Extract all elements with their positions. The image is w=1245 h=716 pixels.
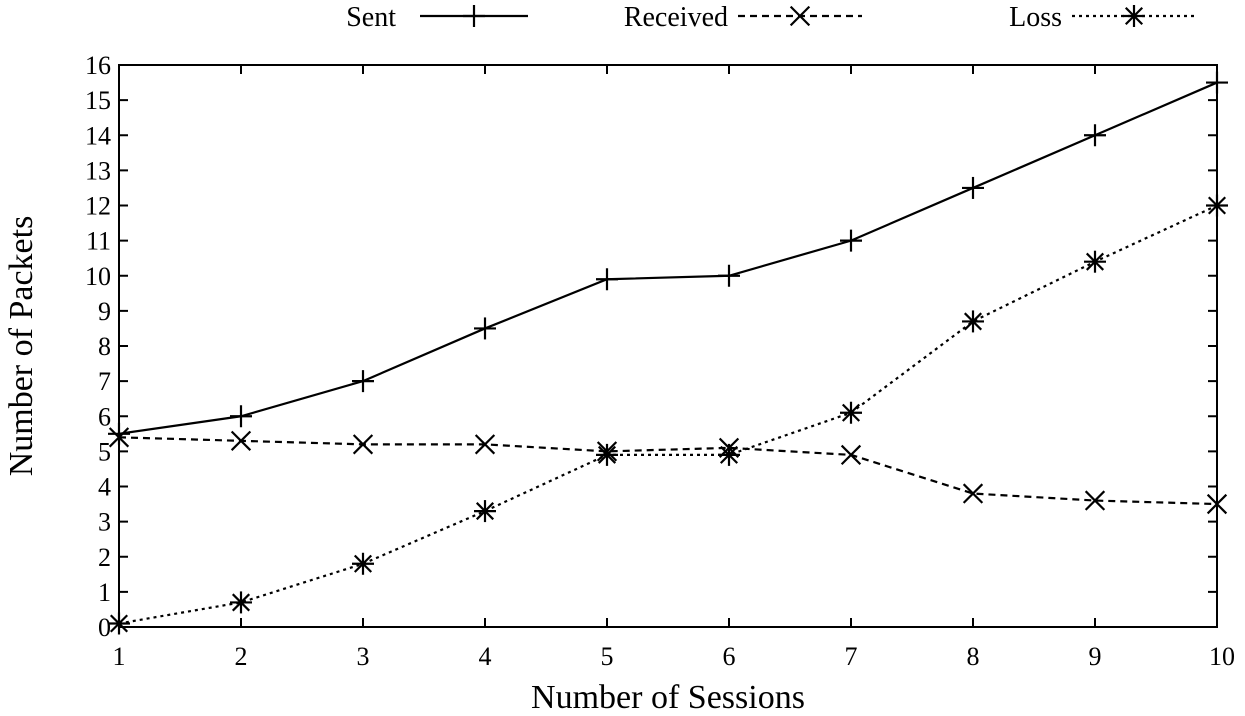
y-axis-title: Number of Packets	[3, 216, 40, 477]
y-tick-label: 15	[85, 86, 111, 115]
legend-label: Sent	[346, 2, 396, 33]
data-point-sent	[1084, 124, 1106, 147]
data-point-sent	[718, 264, 740, 287]
legend-label: Loss	[1009, 2, 1062, 33]
data-point-sent	[352, 370, 374, 393]
data-point-received	[1084, 490, 1106, 511]
legend: Sent Received Loss	[346, 2, 1196, 33]
x-tick-label: 8	[967, 642, 980, 671]
y-tick-label: 14	[85, 121, 111, 150]
plot-area-frame	[118, 64, 1218, 628]
y-tick-label: 16	[85, 51, 111, 80]
series-received	[108, 427, 1228, 515]
y-tick-label: 10	[85, 262, 111, 291]
x-tick-label: 10	[1209, 642, 1235, 671]
y-tick-label: 13	[85, 156, 111, 185]
y-tick-label: 6	[98, 402, 111, 431]
y-tick-label: 1	[98, 578, 111, 607]
data-point-sent	[474, 317, 496, 340]
data-point-received	[962, 483, 984, 504]
data-point-received	[474, 434, 496, 455]
legend-marker	[1123, 5, 1145, 27]
legend-label: Received	[624, 2, 728, 33]
y-tick-label: 8	[98, 332, 111, 361]
x-axis-title: Number of Sessions	[531, 679, 805, 716]
x-tick-label: 2	[235, 642, 248, 671]
x-tick-label: 5	[601, 642, 614, 671]
series-line-loss	[118, 204, 1218, 625]
data-point-sent	[840, 229, 862, 252]
x-tick-label: 4	[479, 642, 492, 671]
x-tick-label: 7	[845, 642, 858, 671]
x-tick-label: 9	[1089, 642, 1102, 671]
data-point-sent	[230, 405, 252, 428]
series-loss	[108, 194, 1228, 635]
y-tick-label: 4	[98, 473, 111, 502]
legend-marker	[463, 5, 485, 27]
x-axis: 1 2 3 4 5 6 7 8 9 10	[113, 65, 1235, 671]
data-point-received	[230, 430, 252, 451]
legend-item-sent: Sent	[346, 2, 528, 33]
y-tick-label: 11	[86, 227, 111, 256]
data-point-sent	[962, 176, 984, 199]
data-point-received	[840, 444, 862, 466]
y-tick-label: 5	[98, 437, 111, 466]
data-point-received	[352, 434, 374, 455]
legend-item-loss: Loss	[1009, 2, 1196, 33]
data-point-loss	[474, 500, 496, 523]
data-point-loss	[230, 591, 252, 614]
series-layer	[108, 71, 1228, 635]
y-tick-label: 9	[98, 297, 111, 326]
data-point-loss	[352, 552, 374, 575]
data-point-loss	[1084, 250, 1106, 273]
legend-item-received: Received	[624, 2, 862, 33]
y-tick-label: 7	[98, 367, 111, 396]
series-line-sent	[118, 81, 1218, 435]
legend-marker	[789, 5, 811, 27]
data-point-sent	[596, 268, 618, 291]
y-tick-label: 2	[98, 543, 111, 572]
x-tick-label: 1	[113, 642, 126, 671]
y-tick-label: 3	[98, 508, 111, 537]
series-sent	[108, 71, 1228, 445]
data-point-loss	[718, 443, 740, 466]
data-point-loss	[596, 443, 618, 466]
x-tick-label: 3	[357, 642, 370, 671]
y-tick-label: 12	[85, 192, 111, 221]
series-line-received	[118, 436, 1218, 506]
data-point-loss	[840, 401, 862, 424]
data-point-loss	[962, 310, 984, 333]
y-tick-label: 0	[98, 613, 111, 642]
x-tick-label: 6	[723, 642, 736, 671]
